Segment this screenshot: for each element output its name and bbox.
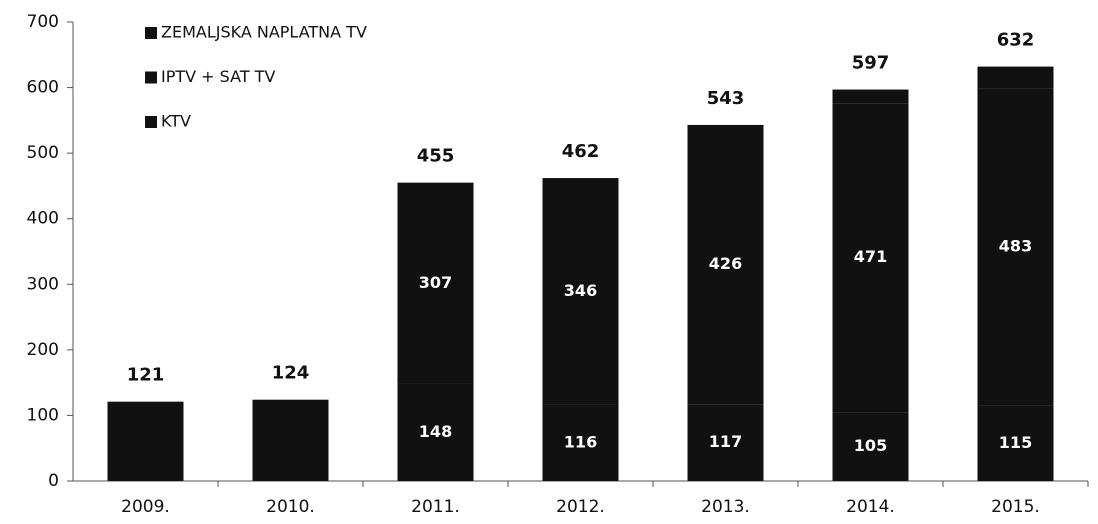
y-tick-label: 700 <box>27 12 59 32</box>
total-label: 124 <box>272 363 310 384</box>
y-tick-label: 400 <box>27 209 59 229</box>
x-tick-label: 2009. <box>121 497 170 517</box>
bar-segment <box>687 124 764 405</box>
legend-swatch <box>145 71 157 84</box>
x-tick-label: 2014. <box>846 497 895 517</box>
y-tick-label: 300 <box>27 274 59 294</box>
bar-segment <box>977 405 1054 481</box>
legend-label: KTV <box>161 112 191 131</box>
x-tick-label: 2015. <box>991 497 1040 517</box>
legend-label: IPTV + SAT TV <box>161 67 275 86</box>
segment-label: 307 <box>419 273 452 292</box>
y-tick-label: 200 <box>27 340 59 360</box>
segment-label: 346 <box>564 281 597 300</box>
legend-label: ZEMALJSKA NAPLATNA TV <box>161 23 367 42</box>
bar-segment <box>542 404 619 481</box>
segment-label: 471 <box>854 247 887 266</box>
total-label: 632 <box>997 30 1035 51</box>
segment-label: 483 <box>999 237 1032 256</box>
segment-label: 426 <box>709 254 742 273</box>
x-tick-label: 2013. <box>701 497 750 517</box>
bar-segment <box>542 178 619 405</box>
segment-label: 115 <box>999 433 1032 452</box>
legend-swatch <box>145 116 157 128</box>
bar-segment <box>832 103 909 413</box>
bar-segment <box>397 383 474 481</box>
y-tick-label: 500 <box>27 143 59 163</box>
segment-label: 148 <box>419 422 452 441</box>
bar-segment <box>832 89 909 104</box>
bar-segment <box>832 412 909 481</box>
x-tick-label: 2010. <box>266 497 315 517</box>
segment-label: 116 <box>564 432 597 451</box>
total-label: 455 <box>417 146 455 167</box>
total-label: 543 <box>707 88 745 109</box>
segment-label: 117 <box>709 432 742 451</box>
x-tick-label: 2012. <box>556 497 605 517</box>
legend-swatch <box>145 27 157 39</box>
bar-segment <box>977 66 1054 89</box>
y-tick-label: 100 <box>27 405 59 425</box>
segment-label: 105 <box>854 436 887 455</box>
total-label: 121 <box>127 365 165 386</box>
bar-segment <box>977 88 1054 406</box>
total-label: 597 <box>852 53 890 74</box>
bar-segment <box>687 404 764 481</box>
y-tick-label: 0 <box>48 471 59 491</box>
x-tick-label: 2011. <box>411 497 460 517</box>
y-tick-label: 600 <box>27 78 59 98</box>
bar-segment <box>397 182 474 384</box>
bar-segment <box>107 401 184 481</box>
total-label: 462 <box>562 141 600 162</box>
bar-segment <box>252 399 329 481</box>
